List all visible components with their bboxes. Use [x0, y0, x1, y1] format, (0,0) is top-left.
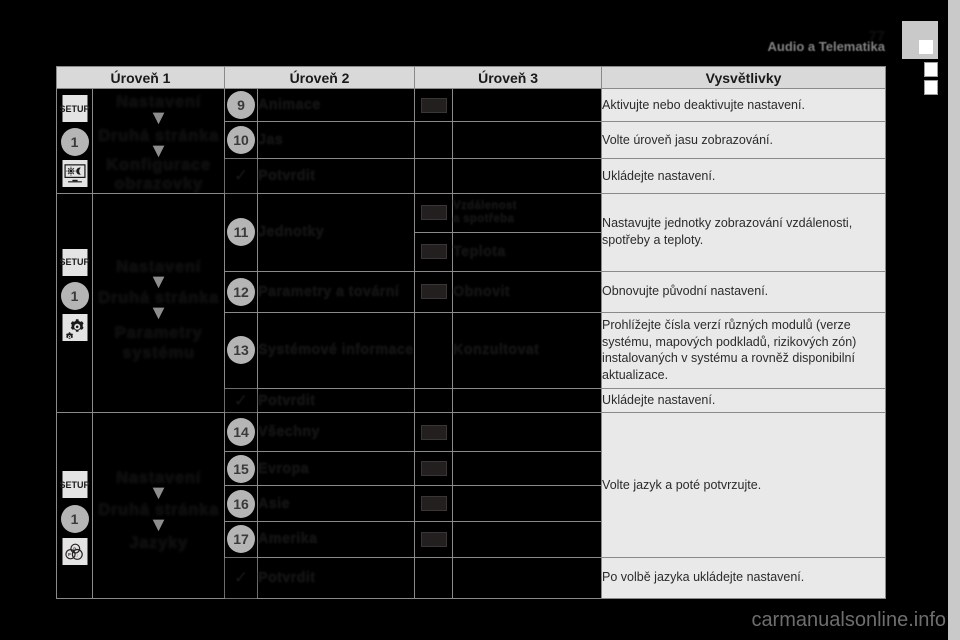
svg-text:D: D — [73, 546, 76, 551]
svg-text:F: F — [68, 552, 71, 557]
svg-text:□: □ — [75, 552, 78, 557]
